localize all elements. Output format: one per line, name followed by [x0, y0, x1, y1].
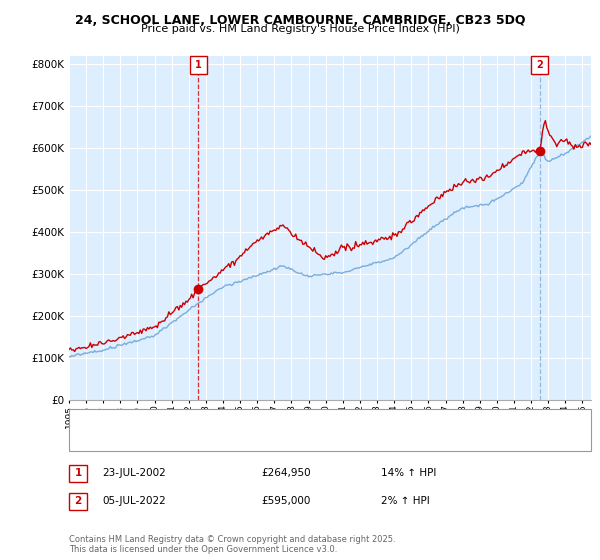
Text: £264,950: £264,950 — [261, 468, 311, 478]
Text: 23-JUL-2002: 23-JUL-2002 — [102, 468, 166, 478]
Text: 2: 2 — [536, 60, 543, 70]
Text: 24, SCHOOL LANE, LOWER CAMBOURNE, CAMBRIDGE, CB23 5DQ: 24, SCHOOL LANE, LOWER CAMBOURNE, CAMBRI… — [75, 14, 525, 27]
Text: 1: 1 — [74, 468, 82, 478]
Text: Contains HM Land Registry data © Crown copyright and database right 2025.
This d: Contains HM Land Registry data © Crown c… — [69, 535, 395, 554]
Text: 2: 2 — [74, 496, 82, 506]
Text: 1: 1 — [195, 60, 202, 70]
Text: 05-JUL-2022: 05-JUL-2022 — [102, 496, 166, 506]
Text: £595,000: £595,000 — [261, 496, 310, 506]
Text: HPI: Average price, detached house, South Cambridgeshire: HPI: Average price, detached house, Sout… — [106, 433, 388, 443]
Text: 14% ↑ HPI: 14% ↑ HPI — [381, 468, 436, 478]
Text: 24, SCHOOL LANE, LOWER CAMBOURNE, CAMBRIDGE, CB23 5DQ (detached house): 24, SCHOOL LANE, LOWER CAMBOURNE, CAMBRI… — [106, 417, 501, 426]
Text: 2% ↑ HPI: 2% ↑ HPI — [381, 496, 430, 506]
Text: Price paid vs. HM Land Registry's House Price Index (HPI): Price paid vs. HM Land Registry's House … — [140, 24, 460, 34]
